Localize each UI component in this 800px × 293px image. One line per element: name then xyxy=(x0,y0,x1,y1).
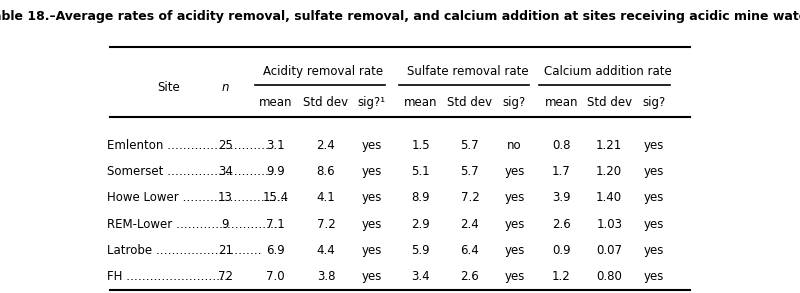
Text: 1.7: 1.7 xyxy=(552,165,570,178)
Text: 21: 21 xyxy=(218,244,233,257)
Text: Site: Site xyxy=(158,81,180,94)
Text: 9.9: 9.9 xyxy=(266,165,285,178)
Text: Sulfate removal rate: Sulfate removal rate xyxy=(406,65,528,78)
Text: 9: 9 xyxy=(222,218,229,231)
Text: 1.40: 1.40 xyxy=(596,191,622,204)
Text: 7.0: 7.0 xyxy=(266,270,285,283)
Text: 7.1: 7.1 xyxy=(266,218,285,231)
Text: 7.2: 7.2 xyxy=(461,191,479,204)
Text: REM-Lower ………………………: REM-Lower ……………………… xyxy=(106,218,282,231)
Text: yes: yes xyxy=(504,218,525,231)
Text: 4.1: 4.1 xyxy=(317,191,335,204)
Text: yes: yes xyxy=(362,165,382,178)
Text: Table 18.–Average rates of acidity removal, sulfate removal, and calcium additio: Table 18.–Average rates of acidity remov… xyxy=(0,10,800,23)
Text: Somerset ………………………: Somerset ……………………… xyxy=(106,165,273,178)
Text: n: n xyxy=(222,81,229,94)
Text: 72: 72 xyxy=(218,270,233,283)
Text: 4.4: 4.4 xyxy=(317,244,335,257)
Text: yes: yes xyxy=(362,139,382,151)
Text: Latrobe ………………………: Latrobe ……………………… xyxy=(106,244,262,257)
Text: yes: yes xyxy=(504,270,525,283)
Text: 3.1: 3.1 xyxy=(266,139,285,151)
Text: yes: yes xyxy=(643,270,664,283)
Text: 1.21: 1.21 xyxy=(596,139,622,151)
Text: 8.6: 8.6 xyxy=(317,165,335,178)
Text: 5.9: 5.9 xyxy=(411,244,430,257)
Text: 34: 34 xyxy=(218,165,233,178)
Text: 0.9: 0.9 xyxy=(552,244,570,257)
Text: Acidity removal rate: Acidity removal rate xyxy=(263,65,384,78)
Text: 5.1: 5.1 xyxy=(411,165,430,178)
Text: Howe Lower ………………………: Howe Lower ……………………… xyxy=(106,191,288,204)
Text: yes: yes xyxy=(504,244,525,257)
Text: 13: 13 xyxy=(218,191,233,204)
Text: yes: yes xyxy=(643,191,664,204)
Text: yes: yes xyxy=(504,165,525,178)
Text: Std dev: Std dev xyxy=(303,96,349,109)
Text: no: no xyxy=(507,139,522,151)
Text: 1.03: 1.03 xyxy=(596,218,622,231)
Text: 5.7: 5.7 xyxy=(461,165,479,178)
Text: 2.9: 2.9 xyxy=(411,218,430,231)
Text: 2.6: 2.6 xyxy=(552,218,570,231)
Text: sig?: sig? xyxy=(502,96,526,109)
Text: yes: yes xyxy=(643,165,664,178)
Text: yes: yes xyxy=(643,244,664,257)
Text: Std dev: Std dev xyxy=(586,96,632,109)
Text: 25: 25 xyxy=(218,139,233,151)
Text: yes: yes xyxy=(362,270,382,283)
Text: 15.4: 15.4 xyxy=(262,191,289,204)
Text: FH ………………………: FH ……………………… xyxy=(106,270,231,283)
Text: 3.4: 3.4 xyxy=(411,270,430,283)
Text: 2.6: 2.6 xyxy=(461,270,479,283)
Text: yes: yes xyxy=(362,218,382,231)
Text: 0.8: 0.8 xyxy=(552,139,570,151)
Text: yes: yes xyxy=(643,218,664,231)
Text: Calcium addition rate: Calcium addition rate xyxy=(543,65,671,78)
Text: Emlenton ………………………: Emlenton ……………………… xyxy=(106,139,273,151)
Text: yes: yes xyxy=(643,139,664,151)
Text: 0.80: 0.80 xyxy=(596,270,622,283)
Text: 5.7: 5.7 xyxy=(461,139,479,151)
Text: yes: yes xyxy=(362,191,382,204)
Text: 1.20: 1.20 xyxy=(596,165,622,178)
Text: 7.2: 7.2 xyxy=(317,218,335,231)
Text: mean: mean xyxy=(545,96,578,109)
Text: 2.4: 2.4 xyxy=(461,218,479,231)
Text: 1.2: 1.2 xyxy=(552,270,570,283)
Text: 8.9: 8.9 xyxy=(411,191,430,204)
Text: sig?¹: sig?¹ xyxy=(358,96,386,109)
Text: 2.4: 2.4 xyxy=(317,139,335,151)
Text: 6.9: 6.9 xyxy=(266,244,285,257)
Text: 3.8: 3.8 xyxy=(317,270,335,283)
Text: 0.07: 0.07 xyxy=(596,244,622,257)
Text: 6.4: 6.4 xyxy=(461,244,479,257)
Text: sig?: sig? xyxy=(642,96,666,109)
Text: 1.5: 1.5 xyxy=(411,139,430,151)
Text: yes: yes xyxy=(504,191,525,204)
Text: mean: mean xyxy=(404,96,438,109)
Text: mean: mean xyxy=(258,96,292,109)
Text: yes: yes xyxy=(362,244,382,257)
Text: 3.9: 3.9 xyxy=(552,191,570,204)
Text: Std dev: Std dev xyxy=(447,96,493,109)
